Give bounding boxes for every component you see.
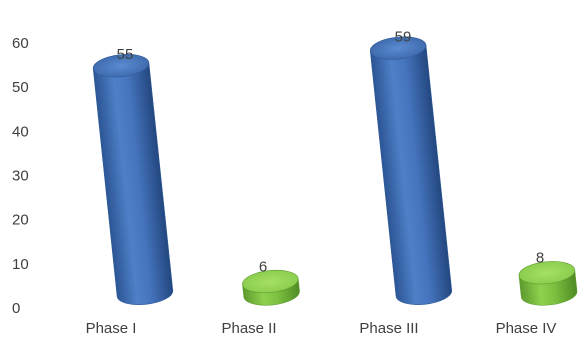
y-tick-label: 20 [12, 212, 29, 229]
y-tick-label: 0 [12, 300, 20, 317]
y-tick-label: 40 [12, 123, 29, 140]
bars: 55 6 59 8 [92, 28, 578, 306]
y-tick-label: 50 [12, 79, 29, 96]
bar-body [369, 44, 453, 305]
x-axis: Phase I Phase II Phase III Phase IV [86, 320, 557, 337]
bar-top [92, 54, 150, 78]
bar-phase-ii: 6 [242, 259, 300, 306]
x-category-label: Phase IV [496, 320, 557, 337]
bar-phase-iv: 8 [518, 250, 578, 306]
bar-phase-iii: 59 [369, 28, 453, 305]
data-label: 6 [259, 259, 267, 276]
data-label: 59 [395, 28, 412, 45]
bar-phase-i: 55 [92, 46, 174, 305]
data-label: 8 [536, 250, 544, 267]
x-category-label: Phase II [221, 320, 276, 337]
bar-top [518, 261, 576, 285]
bar-body [92, 62, 174, 305]
y-tick-label: 60 [12, 35, 29, 52]
x-category-label: Phase III [359, 320, 418, 337]
x-category-label: Phase I [86, 320, 137, 337]
bar-top [242, 269, 299, 294]
y-tick-label: 30 [12, 168, 29, 185]
y-tick-label: 10 [12, 256, 29, 273]
data-label: 55 [117, 46, 134, 63]
y-axis: 0 10 20 30 40 50 60 [12, 35, 29, 317]
bar-top [369, 36, 427, 60]
